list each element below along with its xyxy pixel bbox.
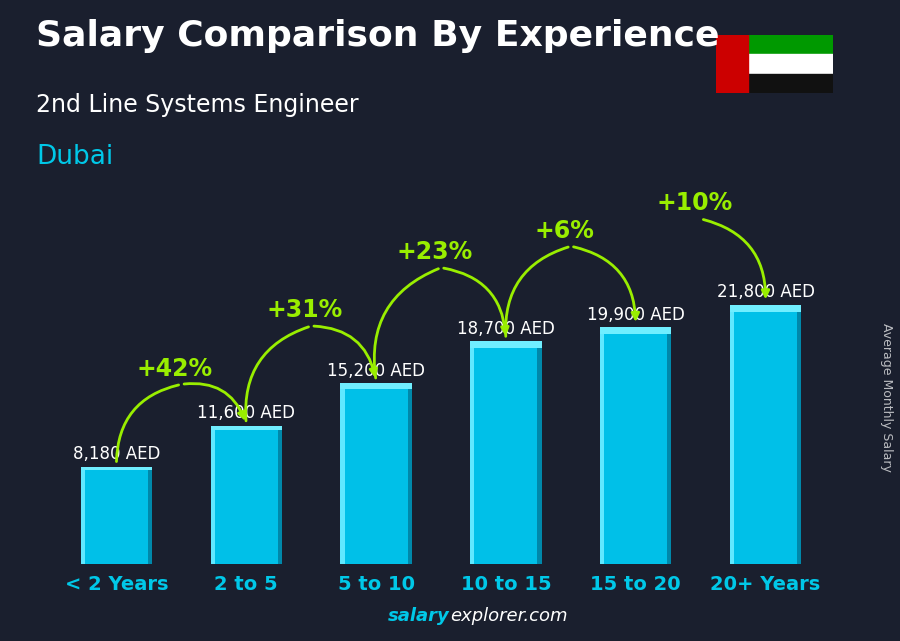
Text: Dubai: Dubai [36, 144, 113, 171]
Bar [730, 304, 801, 564]
Text: +23%: +23% [396, 240, 472, 264]
Text: explorer.com: explorer.com [450, 607, 568, 625]
Text: 11,600 AED: 11,600 AED [197, 404, 295, 422]
Bar [748, 74, 832, 93]
Text: 19,900 AED: 19,900 AED [587, 306, 685, 324]
Bar [470, 342, 474, 564]
Text: 21,800 AED: 21,800 AED [716, 283, 815, 301]
Bar [730, 304, 734, 564]
Bar [716, 35, 748, 93]
Text: +6%: +6% [535, 219, 594, 243]
Text: 8,180 AED: 8,180 AED [73, 445, 160, 463]
Bar [340, 383, 345, 564]
Bar [667, 327, 671, 564]
Text: 18,700 AED: 18,700 AED [457, 320, 555, 338]
Text: 15,200 AED: 15,200 AED [327, 362, 425, 379]
Text: +31%: +31% [266, 299, 343, 322]
Text: +10%: +10% [656, 191, 733, 215]
Bar [211, 426, 282, 564]
Bar [600, 327, 671, 335]
Bar [278, 426, 282, 564]
Bar [470, 342, 542, 564]
Bar [748, 35, 832, 54]
Text: 2nd Line Systems Engineer: 2nd Line Systems Engineer [36, 93, 358, 117]
Bar [340, 383, 412, 388]
Bar [81, 467, 152, 564]
Bar [537, 342, 542, 564]
Bar [211, 426, 215, 564]
Bar [797, 304, 801, 564]
Bar [211, 426, 282, 430]
Text: salary: salary [388, 607, 450, 625]
Bar [600, 327, 671, 564]
Bar [748, 54, 832, 74]
Bar [408, 383, 412, 564]
Bar [730, 304, 801, 312]
Text: +42%: +42% [137, 357, 213, 381]
Text: Salary Comparison By Experience: Salary Comparison By Experience [36, 19, 719, 53]
Bar [148, 467, 152, 564]
Bar [81, 467, 152, 470]
Bar [470, 342, 542, 348]
Bar [340, 383, 412, 564]
Text: Average Monthly Salary: Average Monthly Salary [880, 323, 893, 472]
Bar [81, 467, 85, 564]
Bar [600, 327, 604, 564]
